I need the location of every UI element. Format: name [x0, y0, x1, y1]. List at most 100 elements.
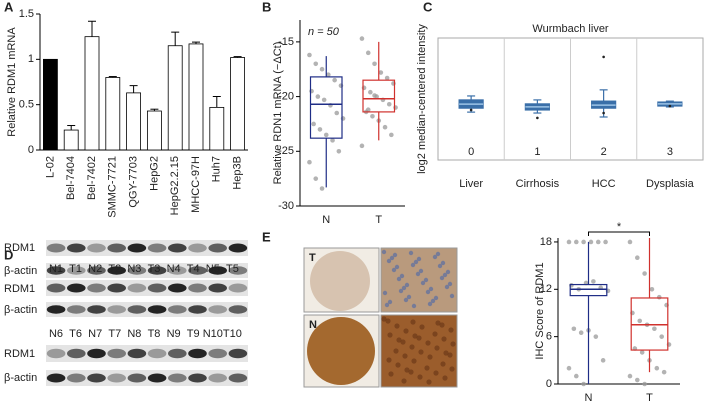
x-tick-label: SMMC-7721: [107, 156, 119, 218]
x-tick-label: Cirrhosis: [516, 178, 560, 190]
tissue: [307, 317, 375, 385]
point: [578, 330, 584, 336]
point: [652, 326, 657, 332]
row-label: β-actin: [4, 372, 37, 384]
lane-label: N1: [49, 263, 63, 275]
band: [168, 283, 187, 293]
point: [642, 271, 647, 276]
cell: [417, 374, 423, 380]
outlier: [536, 116, 539, 120]
lane-label: T5: [226, 263, 239, 275]
y-axis-label: log2 median-centered intensity: [416, 24, 428, 174]
point: [311, 121, 316, 127]
nucleus: [399, 273, 405, 279]
band: [228, 283, 248, 293]
lane-label: N6: [49, 328, 63, 340]
band: [107, 305, 126, 314]
band: [208, 283, 227, 293]
nucleus: [413, 259, 419, 265]
band: [46, 305, 66, 314]
x-tick-label: Bel-7404: [65, 156, 77, 200]
point: [600, 358, 606, 363]
point: [365, 107, 371, 113]
band: [188, 348, 207, 359]
cell: [410, 319, 416, 325]
cell: [434, 345, 440, 351]
x-tick-label: N: [585, 392, 593, 402]
point: [313, 61, 319, 67]
lane-label: T1: [69, 263, 82, 275]
cell: [424, 365, 430, 371]
band: [87, 243, 106, 253]
point: [330, 138, 335, 143]
lane-label: T9: [187, 328, 200, 340]
group-label: 2: [601, 146, 607, 158]
cell: [381, 316, 387, 322]
cell: [411, 358, 417, 364]
point: [649, 286, 655, 292]
nucleus: [408, 250, 414, 256]
cell: [403, 328, 409, 334]
band: [127, 305, 147, 314]
cell: [387, 332, 393, 338]
nucleus: [444, 284, 450, 290]
cell: [432, 331, 438, 337]
point: [386, 101, 392, 107]
band: [228, 243, 248, 253]
band: [46, 283, 66, 293]
cell: [385, 318, 391, 324]
nucleus: [389, 255, 395, 261]
band: [107, 283, 126, 293]
cell: [401, 378, 407, 384]
row-label: β-actin: [4, 304, 37, 316]
cell: [394, 323, 400, 329]
point: [656, 294, 662, 300]
outlier: [602, 111, 605, 115]
nucleus: [411, 303, 417, 309]
outlier: [602, 55, 605, 59]
band: [127, 373, 147, 383]
band: [147, 266, 167, 275]
band: [188, 305, 207, 314]
point: [574, 239, 579, 245]
nucleus: [432, 254, 438, 260]
nucleus: [427, 301, 433, 307]
cell: [409, 344, 415, 350]
band: [87, 373, 106, 383]
band: [228, 373, 248, 383]
cell: [412, 333, 418, 339]
nucleus: [449, 293, 455, 299]
band: [107, 348, 126, 359]
nucleus: [430, 298, 436, 304]
band: [67, 266, 86, 275]
nucleus: [416, 256, 422, 262]
y-tick-label: 0: [546, 378, 552, 390]
bar: [209, 106, 225, 151]
bar: [63, 129, 79, 151]
x-tick-label: Liver: [459, 178, 483, 190]
nucleus: [398, 288, 404, 294]
y-tick-label: -25: [278, 145, 294, 157]
nucleus: [415, 271, 421, 277]
point: [368, 89, 373, 95]
cell: [443, 350, 449, 356]
point: [332, 77, 337, 83]
significance: *: [617, 221, 622, 233]
band: [168, 305, 187, 314]
cell: [402, 353, 408, 359]
cell: [450, 341, 456, 347]
y-tick-label: -15: [278, 36, 294, 48]
nucleus: [440, 260, 446, 266]
nucleus: [401, 285, 407, 291]
x-tick-label: N: [322, 214, 330, 226]
row-label: β-actin: [4, 265, 37, 277]
lane-label: N9: [167, 328, 181, 340]
band: [127, 266, 147, 275]
panel-label: C: [423, 0, 433, 14]
band: [67, 373, 86, 383]
band: [46, 266, 66, 275]
lane-label: T4: [187, 263, 200, 275]
lane-label: T2: [108, 263, 121, 275]
point: [635, 255, 640, 261]
row-label: RDM1: [4, 283, 35, 295]
